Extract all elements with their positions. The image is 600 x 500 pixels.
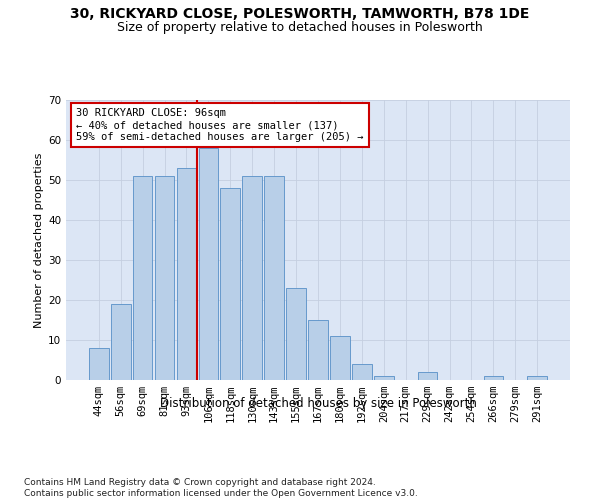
Bar	[199, 148, 218, 380]
Bar	[527, 376, 547, 380]
Bar	[111, 304, 131, 380]
Text: Distribution of detached houses by size in Polesworth: Distribution of detached houses by size …	[160, 398, 476, 410]
Bar	[133, 176, 152, 380]
Bar	[330, 336, 350, 380]
Bar	[242, 176, 262, 380]
Bar	[264, 176, 284, 380]
Bar	[352, 364, 372, 380]
Bar	[155, 176, 175, 380]
Bar	[176, 168, 196, 380]
Text: 30 RICKYARD CLOSE: 96sqm
← 40% of detached houses are smaller (137)
59% of semi-: 30 RICKYARD CLOSE: 96sqm ← 40% of detach…	[76, 108, 364, 142]
Text: 30, RICKYARD CLOSE, POLESWORTH, TAMWORTH, B78 1DE: 30, RICKYARD CLOSE, POLESWORTH, TAMWORTH…	[70, 8, 530, 22]
Bar	[286, 288, 306, 380]
Bar	[89, 348, 109, 380]
Bar	[308, 320, 328, 380]
Bar	[484, 376, 503, 380]
Text: Size of property relative to detached houses in Polesworth: Size of property relative to detached ho…	[117, 21, 483, 34]
Text: Contains HM Land Registry data © Crown copyright and database right 2024.
Contai: Contains HM Land Registry data © Crown c…	[24, 478, 418, 498]
Bar	[220, 188, 240, 380]
Bar	[374, 376, 394, 380]
Bar	[418, 372, 437, 380]
Y-axis label: Number of detached properties: Number of detached properties	[34, 152, 44, 328]
